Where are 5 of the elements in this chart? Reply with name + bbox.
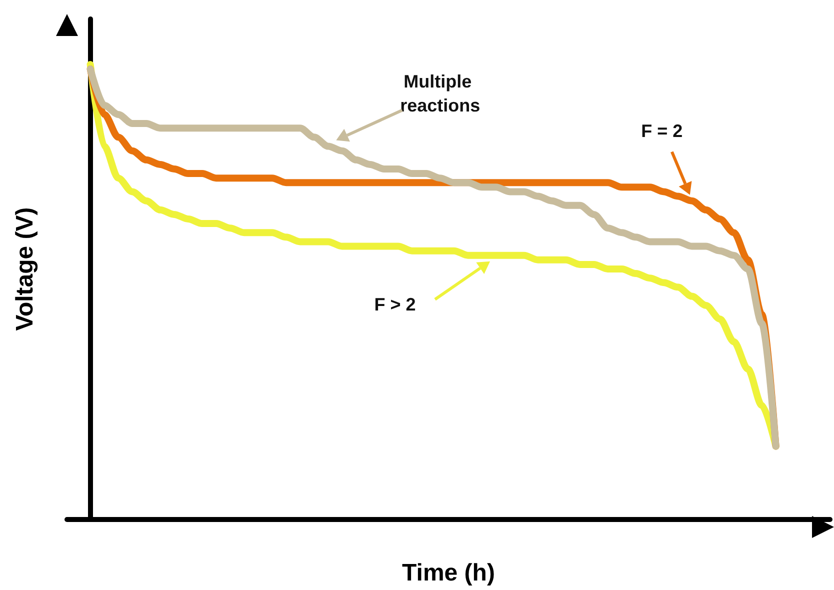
x-axis-title: Time (h) [402, 560, 495, 586]
y-axis-title: Voltage (V) [12, 207, 38, 331]
text: F > 2 [374, 294, 416, 314]
text: F = 2 [641, 120, 683, 141]
text: Multiple reactions [400, 71, 480, 116]
